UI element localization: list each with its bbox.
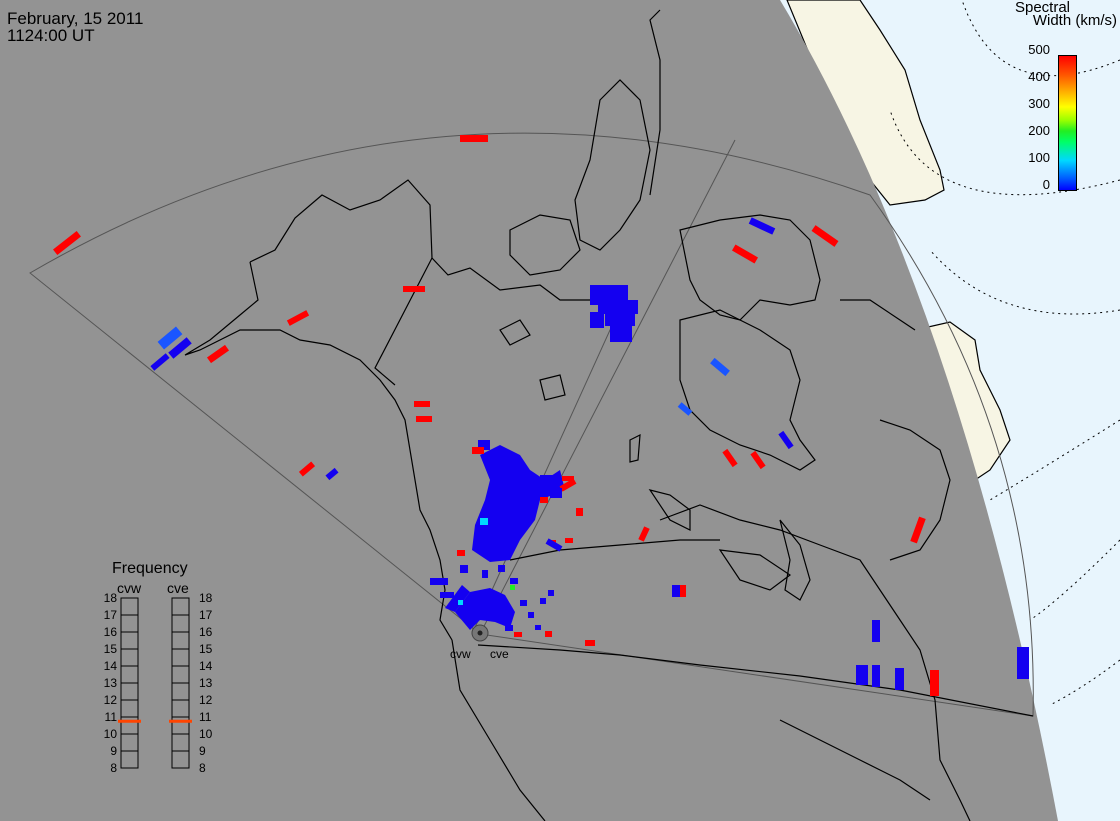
- map-date: February, 15 2011: [7, 9, 144, 28]
- frequency-scale-label: 14: [103, 659, 117, 673]
- frequency-scale-label: 16: [199, 625, 213, 639]
- frequency-scale-label: 17: [103, 608, 117, 622]
- frequency-scale-label: 10: [103, 727, 117, 741]
- frequency-title: Frequency: [112, 560, 188, 577]
- night-region: [0, 0, 1058, 821]
- frequency-scale-label: 15: [199, 642, 213, 656]
- frequency-scale-label: 8: [110, 761, 117, 775]
- frequency-scale-label: 10: [199, 727, 213, 741]
- frequency-scale-label: 8: [199, 761, 206, 775]
- frequency-column-label: cve: [167, 580, 189, 596]
- frequency-scale-label: 17: [199, 608, 213, 622]
- scatter-north-tongue: [472, 285, 638, 562]
- frequency-markers: [118, 719, 192, 723]
- scatter-red-bins: [403, 135, 939, 696]
- frequency-scale-label: 16: [103, 625, 117, 639]
- frequency-column-label: cvw: [117, 580, 142, 596]
- scatter-red-bins-rotated: [53, 225, 926, 544]
- scatter-blue-bins: [540, 475, 1029, 690]
- frequency-scale-label: 12: [199, 693, 213, 707]
- colorbar-tick: 0: [1042, 177, 1050, 192]
- colorbar-tick: 500: [1028, 42, 1050, 57]
- frequency-scale-label: 14: [199, 659, 213, 673]
- coastlines: [184, 9, 1034, 821]
- colorbar: [1058, 55, 1077, 191]
- frequency-scale-label: 18: [199, 591, 213, 605]
- colorbar-tick: 100: [1028, 150, 1050, 165]
- scatter-green-bin: [510, 585, 515, 590]
- latitude-grid: [889, 0, 1120, 706]
- colorbar-tick: 400: [1028, 69, 1050, 84]
- frequency-scale-label: 11: [104, 710, 117, 724]
- radar-site-label: cve: [490, 647, 509, 661]
- frequency-scale-label: 15: [103, 642, 117, 656]
- radar-site-label: cvw: [450, 647, 471, 661]
- radar-site-center: [477, 630, 483, 636]
- frequency-scale-label: 13: [199, 676, 213, 690]
- frequency-scale-label: 9: [110, 744, 117, 758]
- radar-fov: [29, 132, 1034, 717]
- frequency-scale-label: 12: [103, 693, 117, 707]
- scatter-near-radar: [430, 565, 554, 631]
- scatter-cyan-bin: [480, 518, 488, 525]
- scatter-cyan-bin-2: [458, 600, 463, 605]
- colorbar-title-line2: Width (km/s): [1032, 12, 1117, 29]
- frequency-scale-label: 18: [103, 591, 117, 605]
- frequency-ticks: [121, 614, 189, 752]
- frequency-scale-label: 9: [199, 744, 206, 758]
- scatter-blue-bins-rotated: [150, 217, 794, 552]
- frequency-scale-label: 13: [103, 676, 117, 690]
- frequency-scale-label: 11: [199, 710, 212, 724]
- colorbar-tick: 300: [1028, 96, 1050, 111]
- frequency-marker: [118, 719, 141, 723]
- frequency-marker: [169, 719, 192, 723]
- map-time: 1124:00 UT: [7, 26, 95, 45]
- colorbar-tick: 200: [1028, 123, 1050, 138]
- colorbar-title-line1: Spectral: [1014, 0, 1070, 16]
